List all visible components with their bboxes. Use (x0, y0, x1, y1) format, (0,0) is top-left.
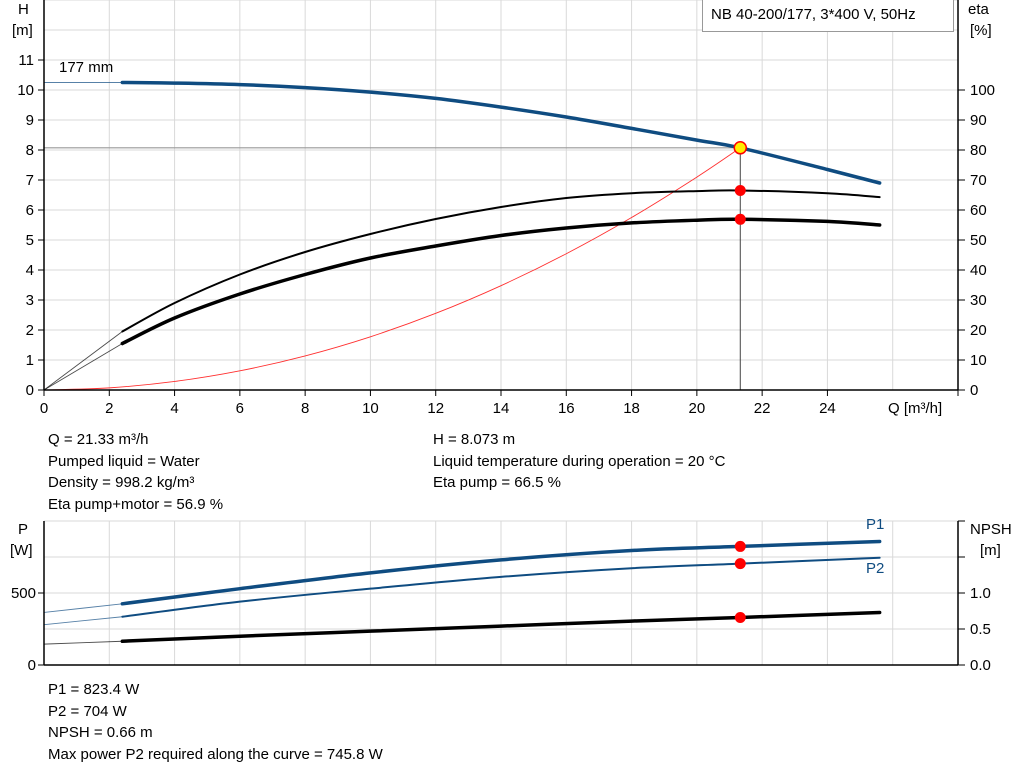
h-tick-label: 5 (26, 232, 34, 249)
eta-tick-label: 80 (970, 142, 987, 159)
eta-tick-label: 20 (970, 322, 987, 339)
h-axis-name: H (18, 1, 29, 18)
eta-axis-unit: [%] (970, 22, 992, 39)
npsh-axis-unit: [m] (980, 542, 1001, 559)
h-tick-label: 3 (26, 292, 34, 309)
eta-tick-label: 0 (970, 382, 978, 399)
info-head: H = 8.073 m (433, 431, 516, 448)
p-tick-label: 500 (11, 585, 36, 602)
npsh-marker (734, 611, 746, 623)
tick-labels: 0 2 4 6 8 10 12 14 16 18 20 22 240123456789101101020… (11, 52, 995, 674)
q-tick-label: 22 (754, 400, 771, 417)
eta-tick-label: 100 (970, 82, 995, 99)
system-curve (43, 147, 741, 391)
p1-curve-extension (43, 603, 123, 613)
p1-series-label: P1 (866, 516, 884, 533)
curves (43, 80, 882, 645)
info-p2: P2 = 704 W (48, 702, 127, 720)
q-tick-label: 16 (558, 400, 575, 417)
duty-point-marker (733, 141, 748, 155)
p-tick-label: 0 (28, 657, 36, 674)
q-tick-label: 12 (427, 400, 444, 417)
info-top-left: Q = 21.33 m³/h Pumped liquid = Water Den… (48, 429, 223, 516)
info-bottom: P1 = 823.4 W P2 = 704 W NPSH = 0.66 m Ma… (48, 679, 383, 766)
info-max-power: Max power P2 required along the curve = … (48, 746, 383, 764)
eta-tick-label: 70 (970, 172, 987, 189)
info-density: Density = 998.2 kg/m³ (48, 474, 195, 492)
p2-marker (734, 558, 746, 570)
info-flow: Q = 21.33 m³/h (48, 431, 149, 448)
h-tick-label: 0 (26, 382, 34, 399)
pump-title: NB 40-200/177, 3*400 V, 50Hz (702, 0, 954, 32)
h-tick-label: 2 (26, 322, 34, 339)
h-tick-label: 6 (26, 202, 34, 219)
eta-tick-label: 60 (970, 202, 987, 219)
eta-pump-curve-extension (43, 331, 123, 391)
h-tick-label: 10 (17, 82, 34, 99)
q-tick-label: 2 (105, 400, 113, 417)
info-liquid: Pumped liquid = Water (48, 452, 200, 470)
h-tick-label: 8 (26, 142, 34, 159)
q-tick-label: 6 (236, 400, 244, 417)
h-tick-label: 9 (26, 112, 34, 129)
npsh-tick-label: 0.0 (970, 657, 991, 674)
q-tick-label: 18 (623, 400, 640, 417)
h-tick-label: 11 (18, 52, 34, 69)
eta-tick-label: 90 (970, 112, 987, 129)
q-tick-label: 14 (493, 400, 510, 417)
impeller-diameter-label: 177 mm (59, 59, 113, 76)
eta-tick-label: 40 (970, 262, 987, 279)
top-grid (44, 0, 959, 390)
h-tick-label: 7 (26, 172, 34, 189)
info-eta-total: Eta pump+motor = 56.9 % (48, 496, 224, 514)
axis-labels: H [m] eta [%] Q [m³/h] 177 mm P [W] NPSH… (10, 1, 1012, 577)
info-temperature: Liquid temperature during operation = 20… (433, 452, 726, 470)
q-tick-label: 8 (301, 400, 309, 417)
info-top-right: H = 8.073 m Liquid temperature during op… (433, 429, 725, 494)
p1-marker (734, 540, 746, 552)
eta-total-marker (734, 213, 746, 225)
q-tick-label: 4 (170, 400, 178, 417)
eta-total-curve-extension (43, 343, 123, 391)
duty-markers (733, 141, 748, 623)
eta-tick-label: 50 (970, 232, 987, 249)
eta-tick-label: 10 (970, 352, 987, 369)
npsh-tick-label: 0.5 (970, 621, 991, 638)
p2-curve-extension (43, 616, 123, 626)
npsh-curve-extension (43, 640, 123, 645)
q-tick-label: 20 (689, 400, 706, 417)
info-npsh: NPSH = 0.66 m (48, 724, 153, 742)
p-axis-unit: [W] (10, 542, 33, 559)
eta-axis-name: eta (968, 1, 990, 18)
h-tick-label: 4 (26, 262, 34, 279)
h-tick-label: 1 (26, 352, 34, 369)
eta-pump-marker (734, 185, 746, 196)
eta-tick-label: 30 (970, 292, 987, 309)
p2-series-label: P2 (866, 560, 884, 577)
q-tick-label: 10 (362, 400, 379, 417)
npsh-axis-name: NPSH (970, 521, 1012, 538)
q-tick-label: 0 (40, 400, 48, 417)
q-tick-label: 24 (819, 400, 836, 417)
p-axis-name: P (18, 521, 28, 538)
npsh-tick-label: 1.0 (970, 585, 991, 602)
info-p1: P1 = 823.4 W (48, 681, 140, 698)
q-axis-label: Q [m³/h] (888, 400, 942, 417)
h-axis-unit: [m] (12, 22, 33, 39)
info-eta-pump: Eta pump = 66.5 % (433, 474, 561, 492)
